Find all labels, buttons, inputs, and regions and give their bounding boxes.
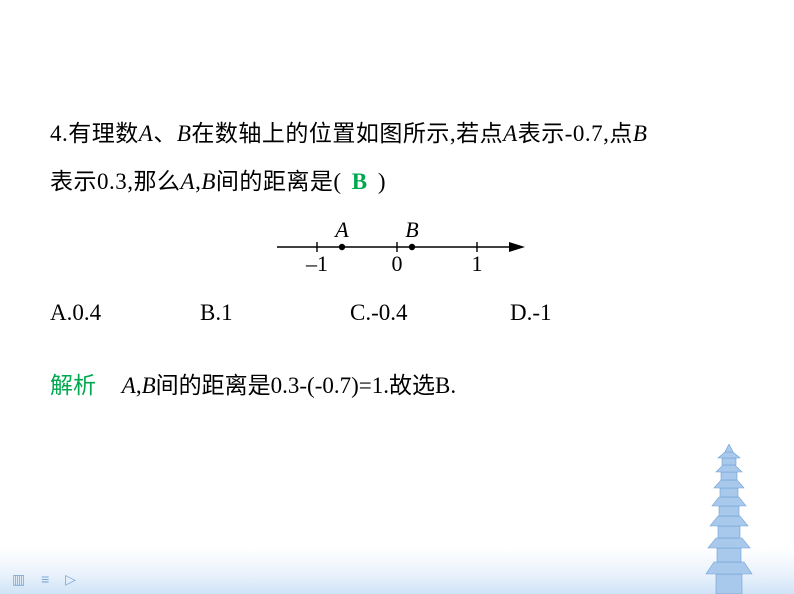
option-b: B.1 bbox=[200, 300, 350, 326]
svg-text:0: 0 bbox=[392, 251, 403, 276]
explanation-label: 解析 bbox=[50, 373, 96, 398]
answer-letter: B bbox=[348, 169, 372, 194]
explanation-text: 间的距离是0.3-(-0.7)=1.故选B. bbox=[156, 373, 456, 398]
options-row: A.0.4 B.1 C.-0.4 D.-1 bbox=[50, 300, 744, 326]
pagoda-decoration bbox=[684, 444, 774, 594]
var-b: B bbox=[177, 121, 192, 146]
svg-text:1: 1 bbox=[472, 251, 483, 276]
svg-text:B: B bbox=[405, 217, 418, 242]
footer-gradient bbox=[0, 548, 794, 594]
option-c: C.-0.4 bbox=[350, 300, 510, 326]
question-block: 4.有理数A、B在数轴上的位置如图所示,若点A表示-0.7,点B 表示0.3,那… bbox=[50, 110, 744, 400]
svg-text:A: A bbox=[333, 217, 349, 242]
nav-icons[interactable]: ▥ ≡ ▷ bbox=[12, 571, 82, 588]
explanation-row: 解析 A,B间的距离是0.3-(-0.7)=1.故选B. bbox=[50, 366, 744, 400]
number-line-diagram: –1 0 1 A B bbox=[50, 215, 744, 282]
option-d: D.-1 bbox=[510, 300, 660, 326]
question-number: 4. bbox=[50, 121, 68, 146]
var-a: A bbox=[139, 121, 154, 146]
svg-text:–1: –1 bbox=[305, 251, 328, 276]
question-text: 4.有理数A、B在数轴上的位置如图所示,若点A表示-0.7,点B 表示0.3,那… bbox=[50, 110, 744, 207]
number-line-svg: –1 0 1 A B bbox=[267, 215, 527, 277]
option-a: A.0.4 bbox=[50, 300, 200, 326]
